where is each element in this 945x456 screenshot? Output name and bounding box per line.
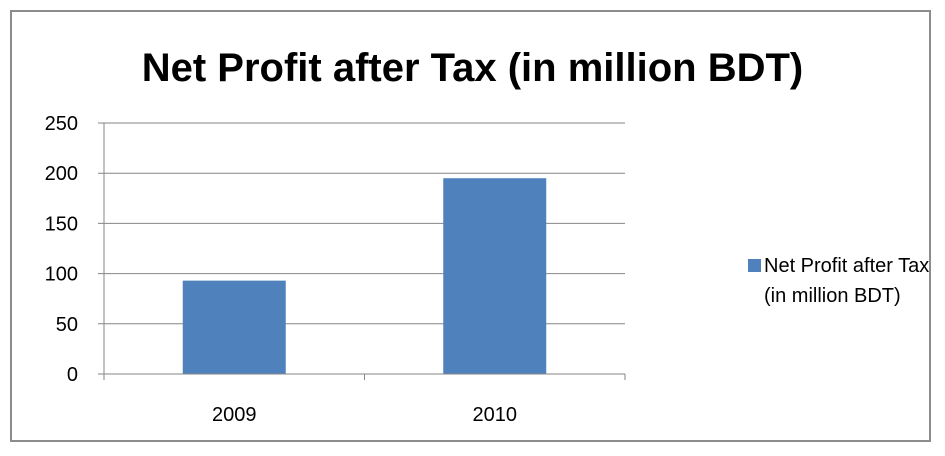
- y-tick-label: 100: [45, 264, 78, 286]
- legend-label: Net Profit after Tax (in million BDT): [764, 255, 930, 307]
- x-tick-label: 2010: [473, 404, 518, 426]
- chart-title: Net Profit after Tax (in million BDT): [141, 46, 804, 90]
- y-tick-label: 200: [45, 163, 78, 185]
- y-tick-label: 50: [56, 314, 78, 336]
- y-tick-label: 0: [67, 364, 78, 386]
- x-tick-label: 2009: [212, 404, 257, 426]
- bar-2009: [182, 280, 286, 374]
- y-tick-label: 250: [45, 113, 78, 135]
- bar-2010: [443, 178, 547, 374]
- legend-swatch: [748, 259, 761, 272]
- y-tick-label: 150: [45, 213, 78, 235]
